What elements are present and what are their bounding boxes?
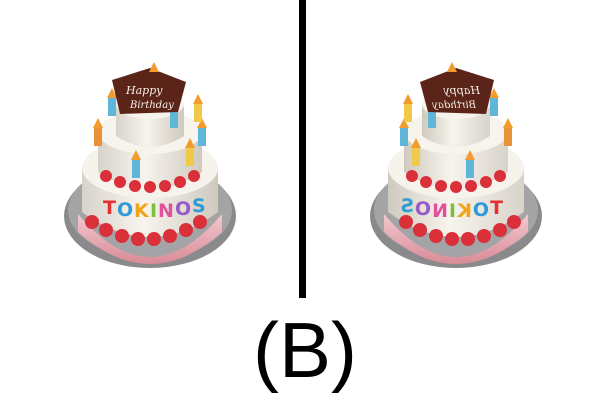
svg-text:O: O	[117, 199, 133, 221]
svg-text:T: T	[103, 197, 116, 219]
svg-text:Birthday: Birthday	[432, 100, 477, 111]
cake-image-left: T O K I N O S Happy	[0, 0, 300, 300]
cake-illustration-right: T O K I N O S	[370, 62, 542, 268]
svg-text:T: T	[490, 197, 503, 219]
figure-label: (B)	[253, 306, 357, 394]
svg-text:O: O	[473, 199, 489, 221]
svg-text:Happy: Happy	[125, 84, 163, 97]
divider-line	[299, 0, 306, 298]
svg-text:S: S	[192, 195, 206, 217]
svg-text:Happy: Happy	[443, 84, 481, 97]
svg-text:Birthday: Birthday	[129, 100, 174, 111]
svg-text:K: K	[456, 200, 472, 222]
chocolate-topper	[112, 68, 186, 114]
svg-text:S: S	[400, 195, 414, 217]
svg-text:N: N	[158, 200, 174, 222]
svg-text:K: K	[134, 200, 150, 222]
svg-text:I: I	[449, 200, 456, 222]
svg-text:I: I	[150, 200, 157, 222]
cake-image-right-mirrored: T O K I N O S	[306, 0, 606, 300]
cake-illustration-left: T O K I N O S Happy	[64, 62, 236, 268]
svg-text:O: O	[415, 198, 431, 220]
svg-text:N: N	[432, 200, 448, 222]
svg-text:O: O	[175, 198, 191, 220]
